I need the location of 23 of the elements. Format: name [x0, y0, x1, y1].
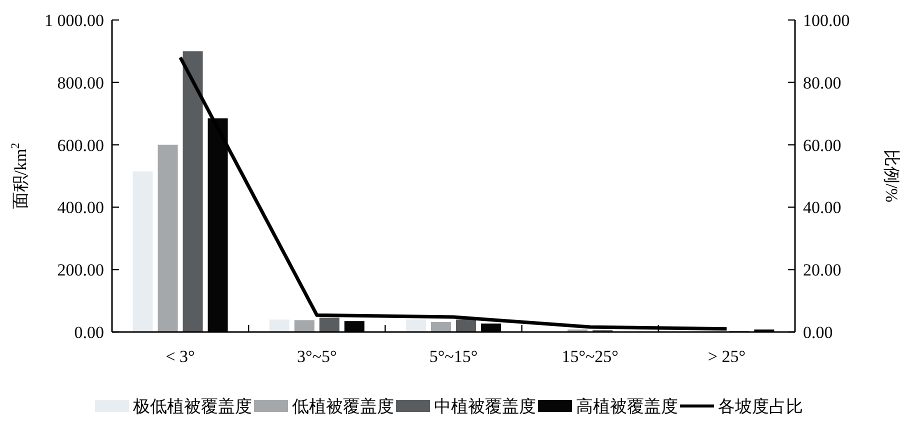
y2-tick-label: 40.00 [803, 198, 842, 218]
y-tick-label: 800.00 [57, 73, 104, 92]
x-tick-label: < 3° [166, 347, 195, 366]
y2-tick-label: 20.00 [803, 260, 842, 280]
legend-label: 中植被覆盖度 [434, 397, 536, 416]
x-tick-label: 3°~5° [297, 347, 337, 366]
y-tick-label: 1 000.00 [44, 11, 104, 30]
y2-tick-label: 80.00 [803, 73, 842, 92]
legend-label: 高植被覆盖度 [576, 397, 678, 416]
legend-label: 极低植被覆盖度 [132, 397, 252, 416]
y-tick-label: 400.00 [57, 198, 104, 218]
y2-tick-label: 0.00 [803, 323, 833, 342]
y2-tick-label: 60.00 [803, 136, 842, 155]
x-tick-label: > 25° [708, 347, 746, 366]
y-tick-label: 0.00 [74, 323, 104, 342]
x-tick-label: 15°~25° [562, 347, 618, 366]
x-tick-label: 5°~15° [429, 347, 478, 366]
y-tick-label: 600.00 [57, 136, 104, 155]
legend-label: 低植被覆盖度 [292, 397, 394, 416]
y2-tick-label: 100.00 [803, 11, 850, 30]
y2-axis-title: 比例/% [882, 150, 901, 202]
y-tick-label: 200.00 [57, 260, 104, 280]
legend-label: 各坡度占比 [718, 397, 803, 416]
